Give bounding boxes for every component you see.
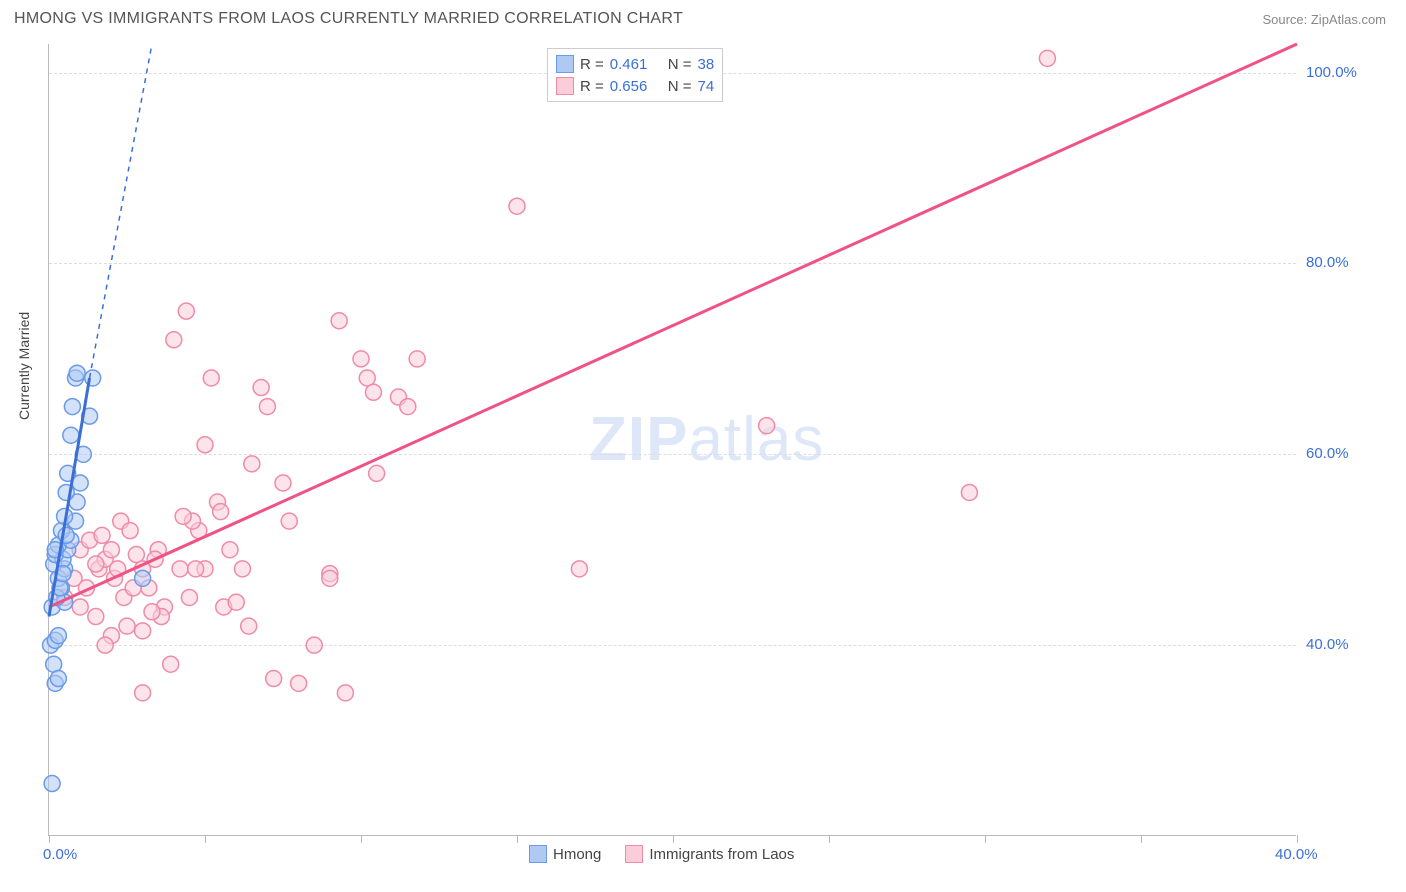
legend-stats: R = 0.461 N = 38R = 0.656 N = 74 [547,48,723,102]
scatter-point [63,427,79,443]
scatter-point [175,508,191,524]
trend-line [49,44,1297,607]
scatter-point [244,456,260,472]
scatter-point [409,351,425,367]
scatter-point [509,198,525,214]
scatter-point [281,513,297,529]
r-value: 0.461 [610,56,662,73]
legend-swatch [556,55,574,73]
legend-swatch [625,845,643,863]
legend-label: Immigrants from Laos [649,846,794,863]
scatter-point [50,671,66,687]
scatter-point [353,351,369,367]
legend-swatch [529,845,547,863]
scatter-point [44,776,60,792]
scatter-point [166,332,182,348]
scatter-point [266,671,282,687]
scatter-point [135,570,151,586]
scatter-point [400,399,416,415]
scatter-point [46,656,62,672]
legend-series-item: Immigrants from Laos [625,845,794,863]
legend-series: Hmong Immigrants from Laos [529,845,794,863]
scatter-point [331,313,347,329]
n-value: 38 [698,56,715,73]
scatter-point [222,542,238,558]
scatter-point [94,527,110,543]
scatter-point [144,604,160,620]
trend-line [90,44,152,378]
x-tick [829,835,830,843]
chart-area: ZIPatlas R = 0.461 N = 38R = 0.656 N = 7… [48,44,1296,836]
scatter-point [97,637,113,653]
scatter-point [1039,50,1055,66]
x-tick [205,835,206,843]
scatter-point [88,609,104,625]
scatter-point [69,365,85,381]
scatter-point [72,599,88,615]
scatter-point [172,561,188,577]
y-tick-label: 80.0% [1306,254,1366,271]
n-label: N = [668,78,692,95]
scatter-plot [49,44,1296,835]
scatter-point [135,685,151,701]
legend-series-item: Hmong [529,845,601,863]
scatter-point [275,475,291,491]
y-axis-label: Currently Married [16,312,32,420]
legend-stat-row: R = 0.656 N = 74 [556,75,714,97]
x-tick [49,835,50,843]
scatter-point [259,399,275,415]
y-tick-label: 40.0% [1306,636,1366,653]
scatter-point [369,465,385,481]
scatter-point [961,484,977,500]
scatter-point [64,399,80,415]
page-title: HMONG VS IMMIGRANTS FROM LAOS CURRENTLY … [14,10,683,28]
x-tick-label: 40.0% [1275,846,1318,863]
scatter-point [253,380,269,396]
r-label: R = [580,78,604,95]
legend-swatch [556,77,574,95]
legend-stat-row: R = 0.461 N = 38 [556,53,714,75]
r-label: R = [580,56,604,73]
x-tick [1141,835,1142,843]
scatter-point [135,623,151,639]
scatter-point [119,618,135,634]
scatter-point [163,656,179,672]
scatter-point [203,370,219,386]
scatter-point [85,370,101,386]
scatter-point [178,303,194,319]
x-tick [361,835,362,843]
scatter-point [571,561,587,577]
scatter-point [197,437,213,453]
scatter-point [50,628,66,644]
scatter-point [103,542,119,558]
x-tick [673,835,674,843]
y-tick-label: 100.0% [1306,64,1366,81]
scatter-point [337,685,353,701]
scatter-point [122,523,138,539]
legend-label: Hmong [553,846,601,863]
n-value: 74 [698,78,715,95]
x-tick [1297,835,1298,843]
scatter-point [88,556,104,572]
scatter-point [213,504,229,520]
x-tick-label: 0.0% [43,846,77,863]
scatter-point [188,561,204,577]
scatter-point [181,589,197,605]
source-label: Source: ZipAtlas.com [1262,12,1386,27]
x-tick [517,835,518,843]
scatter-point [234,561,250,577]
scatter-point [291,675,307,691]
scatter-point [228,594,244,610]
r-value: 0.656 [610,78,662,95]
y-tick-label: 60.0% [1306,445,1366,462]
scatter-point [306,637,322,653]
scatter-point [365,384,381,400]
x-tick [985,835,986,843]
n-label: N = [668,56,692,73]
scatter-point [759,418,775,434]
scatter-point [241,618,257,634]
scatter-point [322,570,338,586]
